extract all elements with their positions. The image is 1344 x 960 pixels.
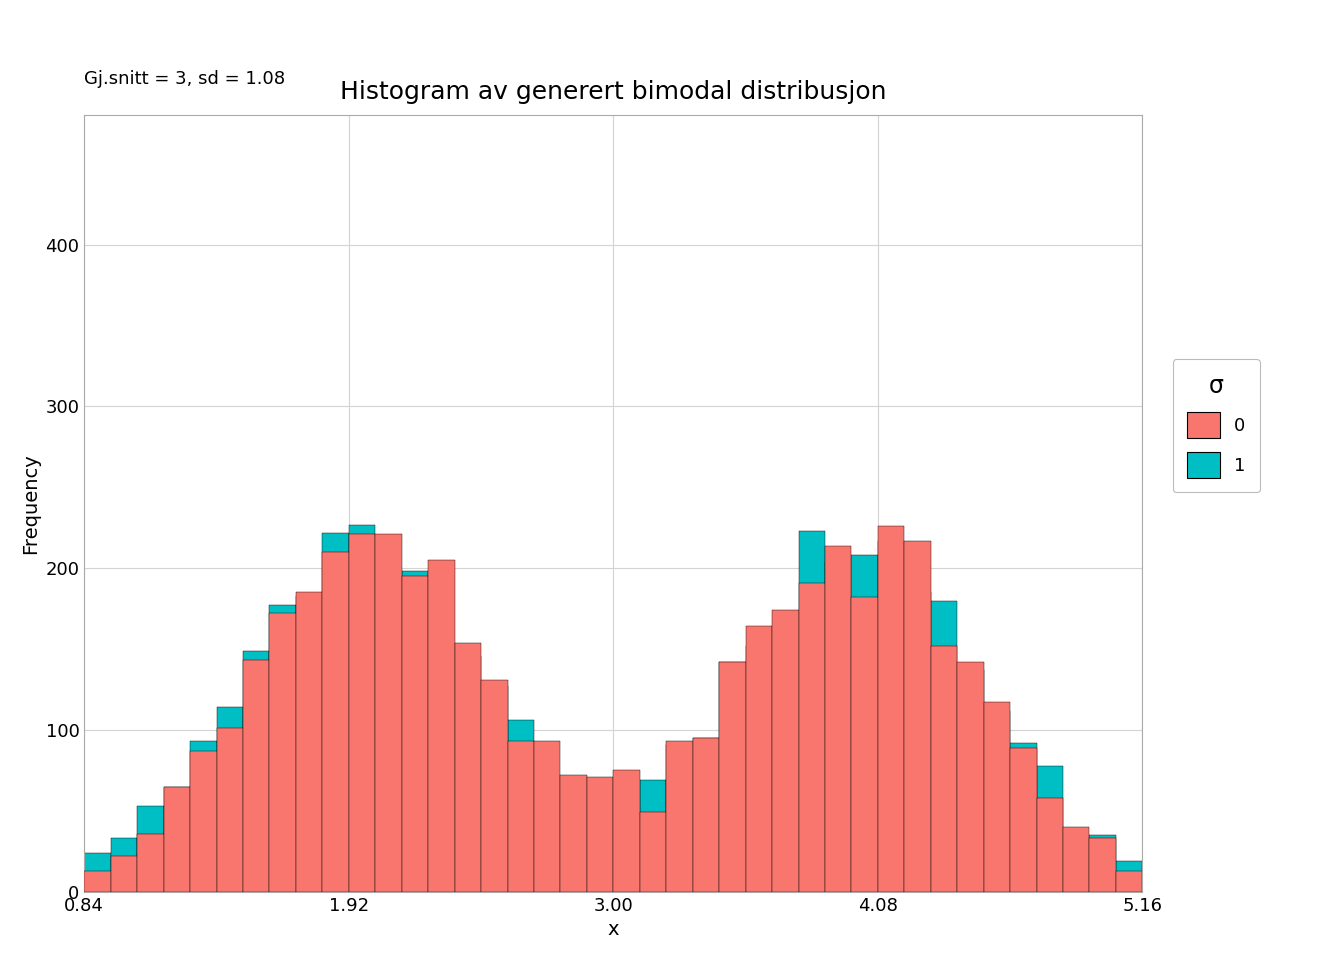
Bar [216, 708, 243, 892]
Bar [164, 786, 190, 892]
Bar [110, 856, 137, 892]
Bar [746, 627, 771, 892]
Bar [560, 785, 587, 892]
Bar [1036, 765, 1063, 892]
Bar [508, 720, 534, 892]
Bar [640, 780, 667, 892]
Y-axis label: Frequency: Frequency [22, 453, 40, 554]
Bar [508, 741, 534, 892]
Bar [560, 776, 587, 892]
Bar [454, 642, 481, 892]
Bar [957, 662, 984, 892]
Bar [905, 592, 931, 892]
Bar [296, 596, 323, 892]
Bar [613, 771, 640, 892]
Bar [216, 729, 243, 892]
Bar [905, 540, 931, 892]
Bar [587, 777, 613, 892]
Bar [323, 533, 349, 892]
Bar [190, 741, 216, 892]
Bar [402, 576, 429, 892]
Bar [931, 646, 957, 892]
Bar [375, 576, 402, 892]
Bar [137, 806, 164, 892]
Bar [349, 534, 375, 892]
Bar [534, 776, 560, 892]
Bar [984, 703, 1011, 892]
Bar [984, 710, 1011, 892]
Bar [667, 741, 692, 892]
Legend: 0, 1: 0, 1 [1172, 359, 1259, 492]
Bar [1116, 861, 1142, 892]
Bar [798, 583, 825, 892]
Bar [110, 838, 137, 892]
Bar [825, 545, 851, 892]
Bar [85, 871, 110, 892]
Bar [269, 613, 296, 892]
Bar [587, 793, 613, 892]
X-axis label: x: x [607, 921, 620, 939]
Bar [454, 656, 481, 892]
Bar [931, 601, 957, 892]
Bar [1011, 748, 1036, 892]
Bar [640, 812, 667, 892]
Title: Histogram av generert bimodal distribusjon: Histogram av generert bimodal distribusj… [340, 80, 887, 104]
Bar [957, 670, 984, 892]
Text: Gj.snitt = 3, sd = 1.08: Gj.snitt = 3, sd = 1.08 [85, 70, 285, 88]
Bar [667, 745, 692, 892]
Bar [164, 786, 190, 892]
Bar [269, 606, 296, 892]
Bar [1090, 838, 1116, 892]
Bar [692, 738, 719, 892]
Bar [878, 540, 905, 892]
Bar [1116, 871, 1142, 892]
Bar [719, 662, 746, 892]
Bar [243, 651, 269, 892]
Bar [825, 562, 851, 892]
Bar [1090, 835, 1116, 892]
Bar [481, 680, 508, 892]
Bar [481, 686, 508, 892]
Bar [851, 597, 878, 892]
Bar [1036, 798, 1063, 892]
Bar [878, 526, 905, 892]
Bar [613, 795, 640, 892]
Bar [1063, 840, 1090, 892]
Bar [349, 524, 375, 892]
Bar [429, 652, 454, 892]
Bar [1011, 743, 1036, 892]
Bar [798, 531, 825, 892]
Bar [851, 555, 878, 892]
Bar [534, 741, 560, 892]
Bar [402, 571, 429, 892]
Bar [771, 611, 798, 892]
Bar [137, 833, 164, 892]
Bar [429, 560, 454, 892]
Bar [771, 632, 798, 892]
Bar [243, 660, 269, 892]
Bar [375, 534, 402, 892]
Bar [85, 852, 110, 892]
Bar [1063, 827, 1090, 892]
Bar [296, 592, 323, 892]
Bar [719, 662, 746, 892]
Bar [746, 646, 771, 892]
Bar [190, 751, 216, 892]
Bar [323, 552, 349, 892]
Bar [692, 738, 719, 892]
